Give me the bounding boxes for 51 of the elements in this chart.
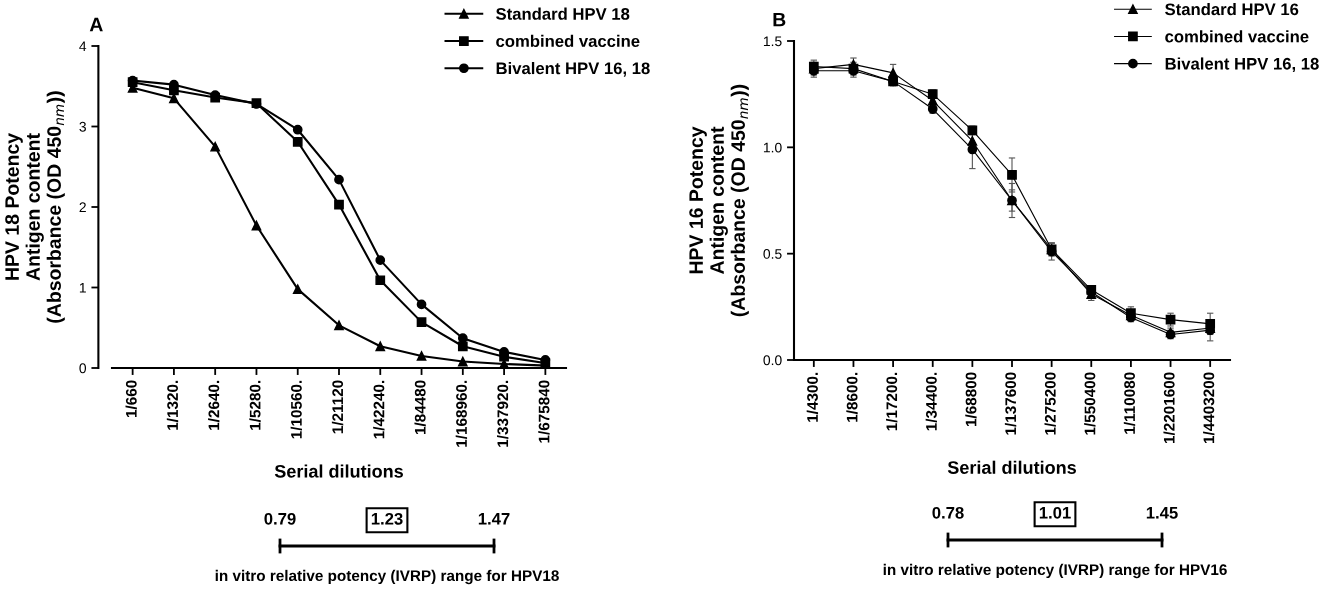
x-tick-label: 1/21120 <box>331 380 344 434</box>
x-axis-title: Serial dilutions <box>947 460 1076 474</box>
x-tick-label: 1/168960. <box>455 380 468 447</box>
legend-label: Standard HPV 18 <box>496 7 630 20</box>
legend-label: combined vaccine <box>496 34 640 48</box>
legend-label: Bivalent HPV 16, 18 <box>496 61 650 77</box>
x-tick-label: 1/4300. <box>806 372 819 422</box>
text: in vitro relative potency (IVRP) range for HPV16 <box>883 563 1227 579</box>
x-tick-label: 1/5280. <box>249 380 261 430</box>
y-tick-label: 3 <box>79 121 86 132</box>
text: 1.47 <box>478 513 510 525</box>
text: in vitro relative potency (IVRP) range for HPV18 <box>215 569 559 585</box>
text: 0.79 <box>264 512 296 525</box>
y-tick-label: 1.0 <box>763 142 782 153</box>
text: 1.45 <box>1146 507 1178 519</box>
chart-title: A <box>89 17 103 32</box>
x-tick-label: 1/10560. <box>290 380 302 439</box>
x-tick-label: 1/337920. <box>496 380 509 447</box>
chart-title: B <box>773 12 786 27</box>
x-tick-label: 1/34400. <box>925 372 937 431</box>
x-tick-label: 1/4403200 <box>1203 372 1215 444</box>
x-tick-label: 1/84480 <box>414 380 426 435</box>
x-tick-label: 1/660 <box>125 380 137 418</box>
y-tick-label: 1 <box>79 282 86 293</box>
x-tick-label: 1/68800 <box>965 372 977 427</box>
y-tick-label: 1.5 <box>763 36 782 47</box>
x-tick-label: 1/1320. <box>166 380 179 430</box>
x-tick-label: 1/110080 <box>1123 372 1136 434</box>
x-axis-title: Serial dilutions <box>274 464 403 478</box>
x-tick-label: 1/275200 <box>1044 372 1056 435</box>
x-tick-label: 1/8600. <box>846 372 858 422</box>
legend-label: combined vaccine <box>1165 30 1309 43</box>
x-tick-label: 1/2201600 <box>1163 372 1175 444</box>
x-tick-label: 1/17200. <box>885 372 898 431</box>
x-tick-label: 1/2640. <box>208 380 220 430</box>
legend-label: Standard HPV 16 <box>1165 3 1299 16</box>
x-tick-label: 1/550400 <box>1084 372 1096 435</box>
y-tick-label: 0 <box>79 363 87 374</box>
x-tick-label: 1/42240. <box>373 380 385 439</box>
y-axis-title: HPV 16 Potency Antigen content (Absorbance (OD 450$_{nm}$)) <box>689 84 749 317</box>
legend-label: Bivalent HPV 16, 18 <box>1165 57 1319 73</box>
text: 0.78 <box>932 506 964 519</box>
y-tick-label: 4 <box>79 41 87 52</box>
y-tick-label: 0.0 <box>763 355 782 366</box>
y-tick-label: 0.5 <box>763 249 782 259</box>
y-tick-label: 2 <box>79 202 86 213</box>
y-axis-title: HPV 18 Potency Antigen content (Absorbance (OD 450$_{nm}$)) <box>5 91 65 323</box>
text: 1.01 <box>1039 506 1071 519</box>
x-tick-label: 1/675840 <box>538 380 550 443</box>
text: 1.23 <box>371 512 403 525</box>
x-tick-label: 1/137600 <box>1004 372 1017 435</box>
